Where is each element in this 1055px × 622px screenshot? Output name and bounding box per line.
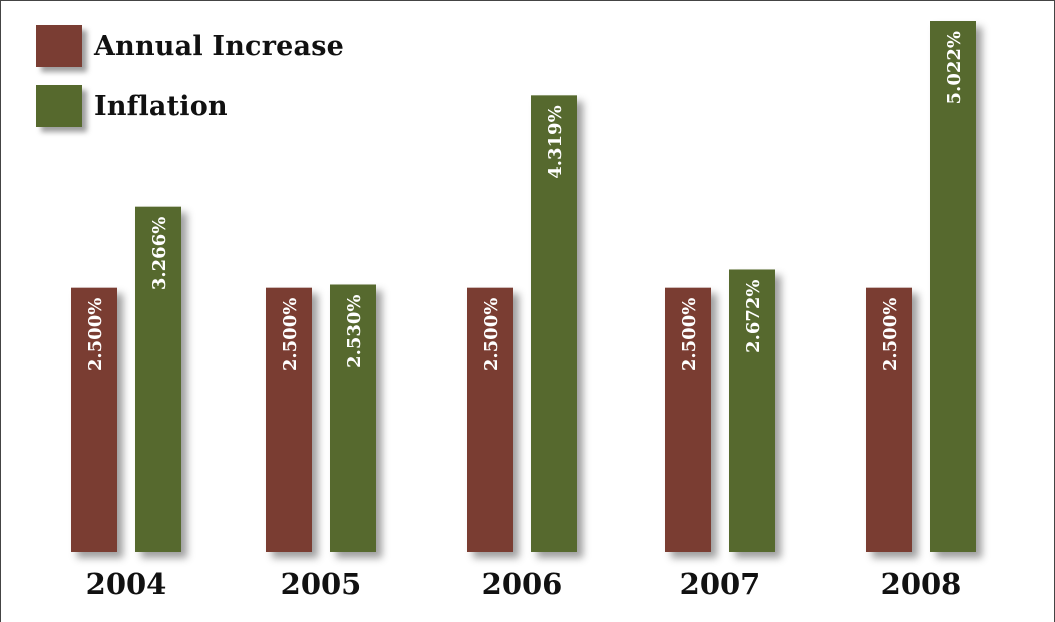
annual-increase-value-label-2005: 2.500% bbox=[280, 298, 301, 371]
legend-label-inflation: Inflation bbox=[94, 90, 228, 122]
inflation-value-label-2006: 4.319% bbox=[545, 105, 566, 178]
bars-layer bbox=[71, 21, 976, 552]
annual-increase-bar-2007 bbox=[665, 287, 711, 552]
legend-inflation: Inflation bbox=[36, 85, 228, 127]
annual-increase-bar-2008 bbox=[866, 287, 912, 552]
annual-increase-value-label-2004: 2.500% bbox=[85, 298, 106, 371]
inflation-bar-2004 bbox=[135, 206, 181, 552]
x-axis-tick-label-2004: 2004 bbox=[86, 567, 167, 601]
annual-increase-bar-2004 bbox=[71, 287, 117, 552]
x-axis-tick-label-2005: 2005 bbox=[281, 567, 362, 601]
inflation-bar-2008 bbox=[930, 21, 976, 552]
annual-increase-bar-2006 bbox=[467, 287, 513, 552]
legend-label-annual: Annual Increase bbox=[94, 30, 344, 62]
inflation-bar-2005 bbox=[330, 284, 376, 552]
inflation-value-label-2008: 5.022% bbox=[944, 31, 965, 104]
annual-increase-value-label-2007: 2.500% bbox=[679, 298, 700, 371]
inflation-value-label-2004: 3.266% bbox=[149, 217, 170, 290]
inflation-bar-2006 bbox=[531, 95, 577, 552]
inflation-value-label-2005: 2.530% bbox=[344, 294, 365, 367]
labels-layer: 2.500% 3.266% 2004 2.500% 2.530% 2005 2.500% 4.… bbox=[85, 31, 965, 601]
inflation-bar-2007 bbox=[729, 269, 775, 552]
annual-increase-bar-2005 bbox=[266, 287, 312, 552]
legend-swatch-inflation bbox=[36, 85, 82, 127]
x-axis-tick-label-2008: 2008 bbox=[881, 567, 962, 601]
inflation-value-label-2007: 2.672% bbox=[743, 279, 764, 352]
legend-annual-increase: Annual Increase bbox=[36, 25, 344, 67]
legend-swatch-annual bbox=[36, 25, 82, 67]
annual-increase-value-label-2006: 2.500% bbox=[481, 298, 502, 371]
x-axis-tick-label-2007: 2007 bbox=[680, 567, 761, 601]
annual-increase-value-label-2008: 2.500% bbox=[880, 298, 901, 371]
x-axis-tick-label-2006: 2006 bbox=[482, 567, 563, 601]
